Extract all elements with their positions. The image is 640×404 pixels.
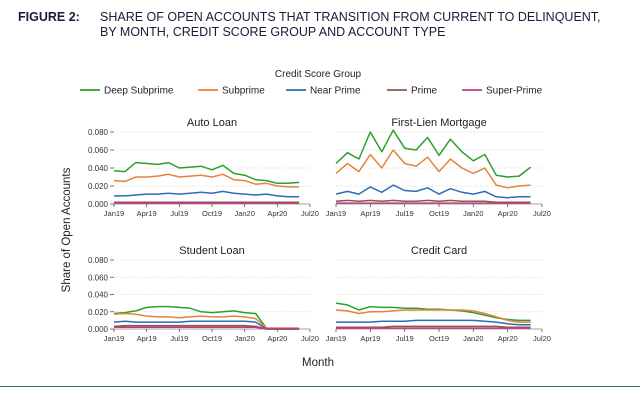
series-line-subprime xyxy=(335,309,531,323)
x-tick-label: Jan20 xyxy=(463,209,483,218)
panel-title: Student Loan xyxy=(179,245,244,257)
panel-credit-card: Credit Card Jan19 Apr19 Jul19 Oct19 Jan20 Apr2… xyxy=(326,245,551,343)
x-tick-label: Jul19 xyxy=(396,334,414,343)
x-tick-label: Apr20 xyxy=(267,209,287,218)
legend-entry-subprime: Subprime xyxy=(222,86,265,97)
legend-entry-deep-subprime: Deep Subprime xyxy=(104,86,174,97)
x-tick-label: Apr20 xyxy=(498,209,518,218)
y-tick-label: 0.000 xyxy=(88,200,109,209)
x-tick-label: Oct19 xyxy=(429,334,449,343)
y-tick-label: 0.040 xyxy=(88,291,109,300)
series-line-near-prime xyxy=(114,190,300,198)
legend-entry-prime: Prime xyxy=(411,86,438,97)
panel-auto-loan: Auto Loan 0.000 0.020 0.040 0.060 0.080 Jan19 A… xyxy=(88,117,319,218)
series-line-subprime xyxy=(335,149,531,189)
x-tick-label: Apr19 xyxy=(137,334,157,343)
y-tick-label: 0.020 xyxy=(88,182,109,191)
x-tick-label: Jan19 xyxy=(104,209,124,218)
legend: Deep Subprime Subprime Near Prime Prime Supe… xyxy=(80,86,543,97)
y-tick-label: 0.080 xyxy=(88,256,109,265)
series-line-near-prime xyxy=(335,184,531,199)
x-tick-label: Jan20 xyxy=(463,334,483,343)
y-tick-label: 0.040 xyxy=(88,164,109,173)
y-axis-label: Share of Open Accounts xyxy=(61,167,73,292)
panel-title: Auto Loan xyxy=(187,117,237,129)
x-tick-label: Apr19 xyxy=(137,209,157,218)
x-tick-label: Jul19 xyxy=(170,209,188,218)
x-tick-label: Jan19 xyxy=(104,334,124,343)
series-line-deep-subprime xyxy=(113,161,300,185)
x-tick-label: Jan19 xyxy=(326,334,346,343)
x-tick-label: Apr20 xyxy=(267,334,287,343)
series-line-prime xyxy=(336,325,531,329)
x-tick-label: Jan19 xyxy=(326,209,346,218)
x-tick-label: Jul20 xyxy=(301,334,319,343)
x-tick-label: Jan20 xyxy=(234,334,254,343)
x-tick-label: Jul19 xyxy=(396,209,414,218)
x-tick-label: Jul20 xyxy=(533,334,551,343)
x-tick-label: Apr19 xyxy=(360,334,380,343)
x-tick-label: Apr20 xyxy=(498,334,518,343)
x-tick-label: Jan20 xyxy=(234,209,254,218)
y-tick-label: 0.000 xyxy=(88,325,109,334)
legend-title: Credit Score Group xyxy=(275,69,362,80)
figure-label: FIGURE 2: xyxy=(18,10,80,24)
panel-first-lien-mortgage: First-Lien Mortgage Jan19 Apr19 Jul19 Oct19 J… xyxy=(326,117,551,218)
bottom-divider xyxy=(0,386,640,387)
figure-title: SHARE OF OPEN ACCOUNTS THAT TRANSITION F… xyxy=(100,10,601,39)
x-tick-label: Apr19 xyxy=(360,209,380,218)
x-tick-label: Oct19 xyxy=(202,209,222,218)
x-axis-label: Month xyxy=(302,357,334,369)
legend-entry-super-prime: Super-Prime xyxy=(486,86,543,97)
series-line-subprime xyxy=(113,173,300,188)
series-line-deep-subprime xyxy=(335,129,532,178)
panel-title: Credit Card xyxy=(411,245,467,257)
y-tick-label: 0.080 xyxy=(88,128,109,137)
y-tick-label: 0.060 xyxy=(88,146,109,155)
series-line-prime xyxy=(335,199,531,203)
series-line-super-prime xyxy=(114,326,300,330)
series-line-subprime xyxy=(113,312,300,329)
x-tick-label: Oct19 xyxy=(429,209,449,218)
x-tick-label: Oct19 xyxy=(202,334,222,343)
y-tick-label: 0.020 xyxy=(88,308,109,317)
legend-entry-near-prime: Near Prime xyxy=(310,86,361,97)
panel-title: First-Lien Mortgage xyxy=(391,117,486,129)
chart-panels: Auto Loan 0.000 0.020 0.040 0.060 0.080 Jan19 A… xyxy=(88,117,551,343)
series-line-near-prime xyxy=(336,319,531,326)
y-tick-label: 0.060 xyxy=(88,273,109,282)
x-tick-label: Jul19 xyxy=(170,334,188,343)
x-tick-label: Jul20 xyxy=(301,209,319,218)
x-tick-label: Jul20 xyxy=(533,209,551,218)
panel-student-loan: Student Loan 0.000 0.020 0.040 0.060 0.080 Jan… xyxy=(88,245,319,343)
